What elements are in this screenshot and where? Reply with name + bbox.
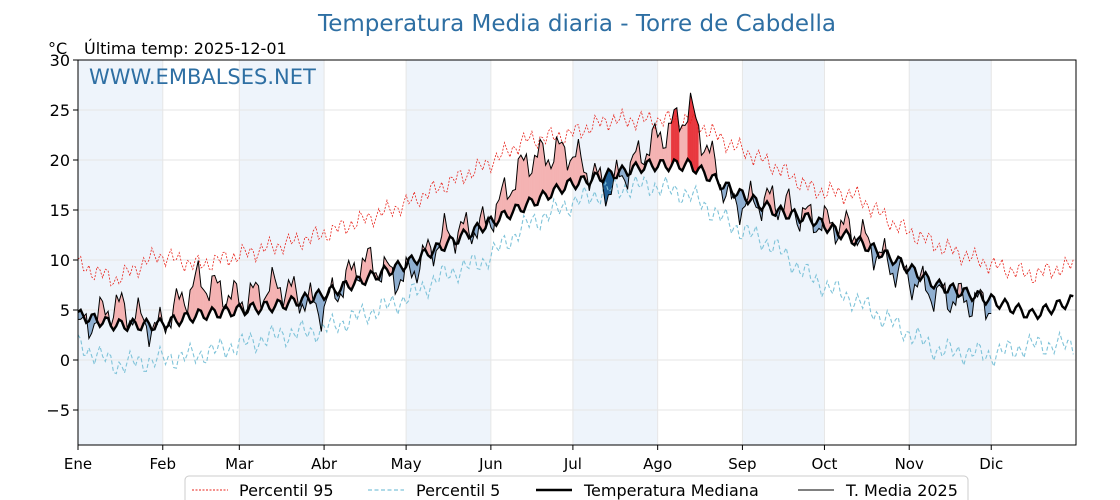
above-median-fill (559, 141, 563, 195)
y-tick-label: 0 (60, 351, 70, 370)
x-tick-label-may: May (391, 455, 422, 473)
legend-label: T. Media 2025 (845, 481, 958, 500)
above-median-fill (520, 155, 524, 213)
y-tick-label: 25 (50, 101, 70, 120)
plot-frame (77, 59, 1077, 446)
chart-title: Temperatura Media diaria - Torre de Cabd… (317, 11, 836, 37)
series-lines (77, 92, 1074, 375)
x-tick-label-ene: Ene (64, 455, 92, 473)
series-line-t-media-2025 (77, 92, 992, 347)
x-tick-label-abr: Abr (311, 455, 338, 473)
legend: Percentil 95 Percentil 5 Temperatura Media… (184, 475, 969, 500)
above-median-fill (211, 275, 215, 311)
unit-label: °C (48, 39, 67, 58)
month-band (742, 60, 825, 445)
series-line-percentil-95 (77, 107, 1074, 287)
x-tick-label-oct: Oct (811, 455, 837, 473)
x-tick-label-jun: Jun (478, 455, 502, 473)
x-tick-label-sep: Sep (728, 455, 756, 473)
x-tick-label-nov: Nov (895, 455, 924, 473)
above-median-fill (362, 257, 366, 286)
y-tick-label: 30 (50, 51, 70, 70)
month-band (406, 60, 491, 445)
above-median-fill (679, 124, 683, 172)
above-median-fill (217, 280, 221, 318)
month-band (239, 60, 325, 445)
x-tick-label-ago: Ago (643, 455, 672, 473)
y-tick-label: 15 (50, 201, 70, 220)
x-tick-label-mar: Mar (225, 455, 254, 473)
series-line-temperatura-mediana (77, 156, 1074, 333)
y-tick-label: 20 (50, 151, 70, 170)
x-tick-label-dic: Dic (979, 455, 1003, 473)
y-tick-label: 5 (60, 301, 70, 320)
above-median-fill (556, 136, 560, 190)
x-axis: Ene Feb Mar Abr May Jun Jul Ago Sep Oct Nov Dic (64, 445, 1003, 473)
anomaly-fills (77, 92, 992, 347)
watermark: WWW.EMBALSES.NET (89, 65, 316, 89)
month-band (572, 60, 658, 445)
last-temp-label: Última temp: 2025-12-01 (84, 39, 287, 58)
month-band (909, 60, 992, 445)
legend-label: Percentil 95 (239, 481, 334, 500)
y-axis: −5 0 5 10 15 20 25 30 (46, 51, 78, 420)
y-tick-label: −5 (46, 401, 70, 420)
x-tick-label-jul: Jul (563, 455, 582, 473)
y-tick-label: 10 (50, 251, 70, 270)
above-median-fill (561, 142, 565, 195)
series-line-percentil-5 (77, 174, 1074, 375)
above-median-fill (539, 138, 543, 197)
above-median-fill (518, 154, 522, 212)
legend-box (184, 475, 969, 500)
month-band (78, 60, 163, 445)
above-median-fill (534, 154, 538, 206)
legend-label: Percentil 5 (416, 481, 500, 500)
above-median-fill (529, 172, 533, 200)
month-bands (78, 60, 992, 445)
above-median-fill (189, 285, 194, 323)
above-median-fill (203, 289, 207, 321)
legend-label: Temperatura Mediana (583, 481, 759, 500)
x-tick-label-feb: Feb (149, 455, 176, 473)
